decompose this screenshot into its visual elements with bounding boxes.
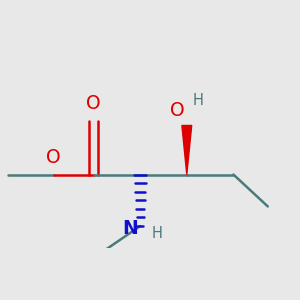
Text: O: O (86, 94, 101, 113)
Text: O: O (170, 100, 184, 120)
Polygon shape (182, 125, 192, 175)
Text: O: O (46, 148, 61, 167)
Text: H: H (152, 226, 163, 241)
Text: H: H (192, 93, 203, 108)
Text: N: N (122, 219, 138, 238)
